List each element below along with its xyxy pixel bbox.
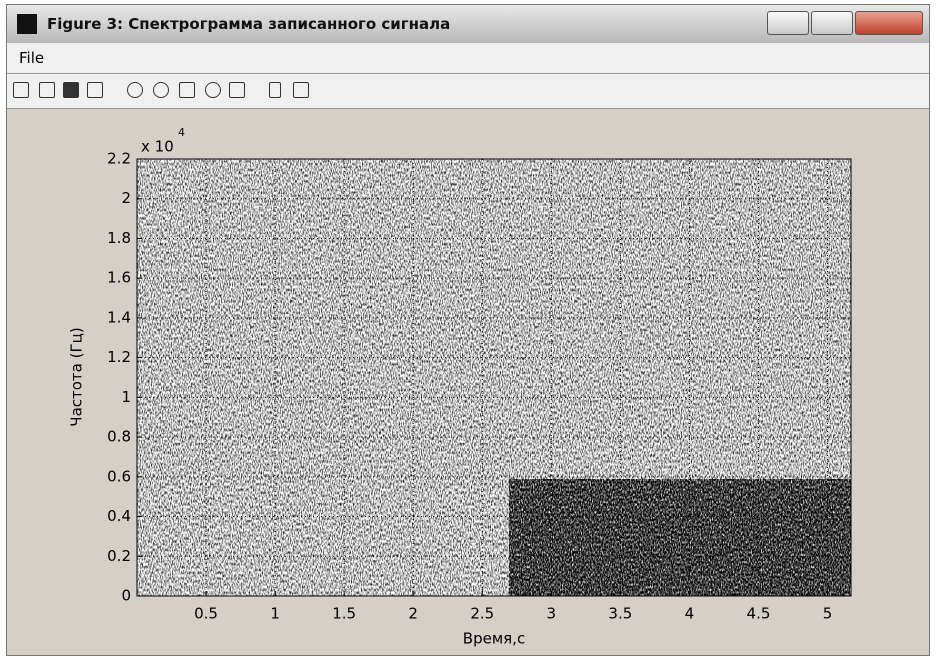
legend-button[interactable] [293,82,309,98]
y-tick-label: 0.8 [107,428,131,446]
window-title: Figure 3: Спектрограмма записанного сигн… [47,15,451,33]
x-tick-label: 2.5 [470,605,494,623]
figure: 0.5 1 1.5 2 2.5 3 3.5 4 4.5 5 0 0.2 0.4 0.6 0.8 1 1.2 1.4… [68,126,852,648]
y-tick-label: 0.6 [107,467,131,485]
y-axis-label: Частота (Гц) [68,327,86,426]
x-tick-label: 2 [408,605,418,623]
x-tick-label: 4.5 [747,605,771,623]
app-icon [17,14,37,34]
x-tick-label: 5 [823,605,833,623]
axes-box [136,158,852,597]
x-tick-label: 1 [270,605,280,623]
x-tick-label: 1.5 [332,605,356,623]
minimize-button[interactable] [767,11,809,35]
rotate-button[interactable] [205,82,221,98]
zoom-in-button[interactable] [127,82,143,98]
window: Figure 3: Спектрограмма записанного сигн… [6,4,930,656]
new-button[interactable] [13,82,29,98]
menu-file[interactable]: File [19,49,45,67]
y-tick-label: 1 [121,388,131,406]
y-tick-label: 1.4 [107,308,131,326]
x-tick-label: 0.5 [194,605,218,623]
title-bar: Figure 3: Спектрограмма записанного сигн… [7,5,929,43]
print-button[interactable] [87,82,103,98]
data-cursor-button[interactable] [229,82,245,98]
spectrogram-texture-dense [509,479,851,596]
y-tick-label: 1.8 [107,229,131,247]
x-tick-label: 3 [547,605,557,623]
x-tick-label: 4 [685,605,695,623]
y-tick-label: 0.2 [107,547,131,565]
zoom-out-button[interactable] [153,82,169,98]
close-button[interactable] [855,11,923,35]
open-button[interactable] [39,82,55,98]
y-tick-label: 1.6 [107,269,131,287]
axes: 0.5 1 1.5 2 2.5 3 3.5 4 4.5 5 0 0.2 0.4 0.6 0.8 1 1.2 1.4… [107,150,851,623]
x-axis-label: Время,с [463,630,525,648]
y-tick-label: 1.2 [107,348,131,366]
maximize-button[interactable] [811,11,853,35]
y-tick-label: 2.2 [107,150,131,168]
pan-button[interactable] [179,82,195,98]
y-tick-label: 0 [121,587,131,605]
y-tick-label: 2 [121,189,131,207]
y-multiplier: x 10 [141,138,174,156]
x-tick-label: 3.5 [608,605,632,623]
y-tick-label: 0.4 [107,507,131,525]
menu-bar: File [7,43,929,74]
colorbar-button[interactable] [269,82,281,98]
save-button[interactable] [63,82,79,98]
toolbar [7,74,929,109]
y-multiplier-exponent: 4 [178,126,185,139]
